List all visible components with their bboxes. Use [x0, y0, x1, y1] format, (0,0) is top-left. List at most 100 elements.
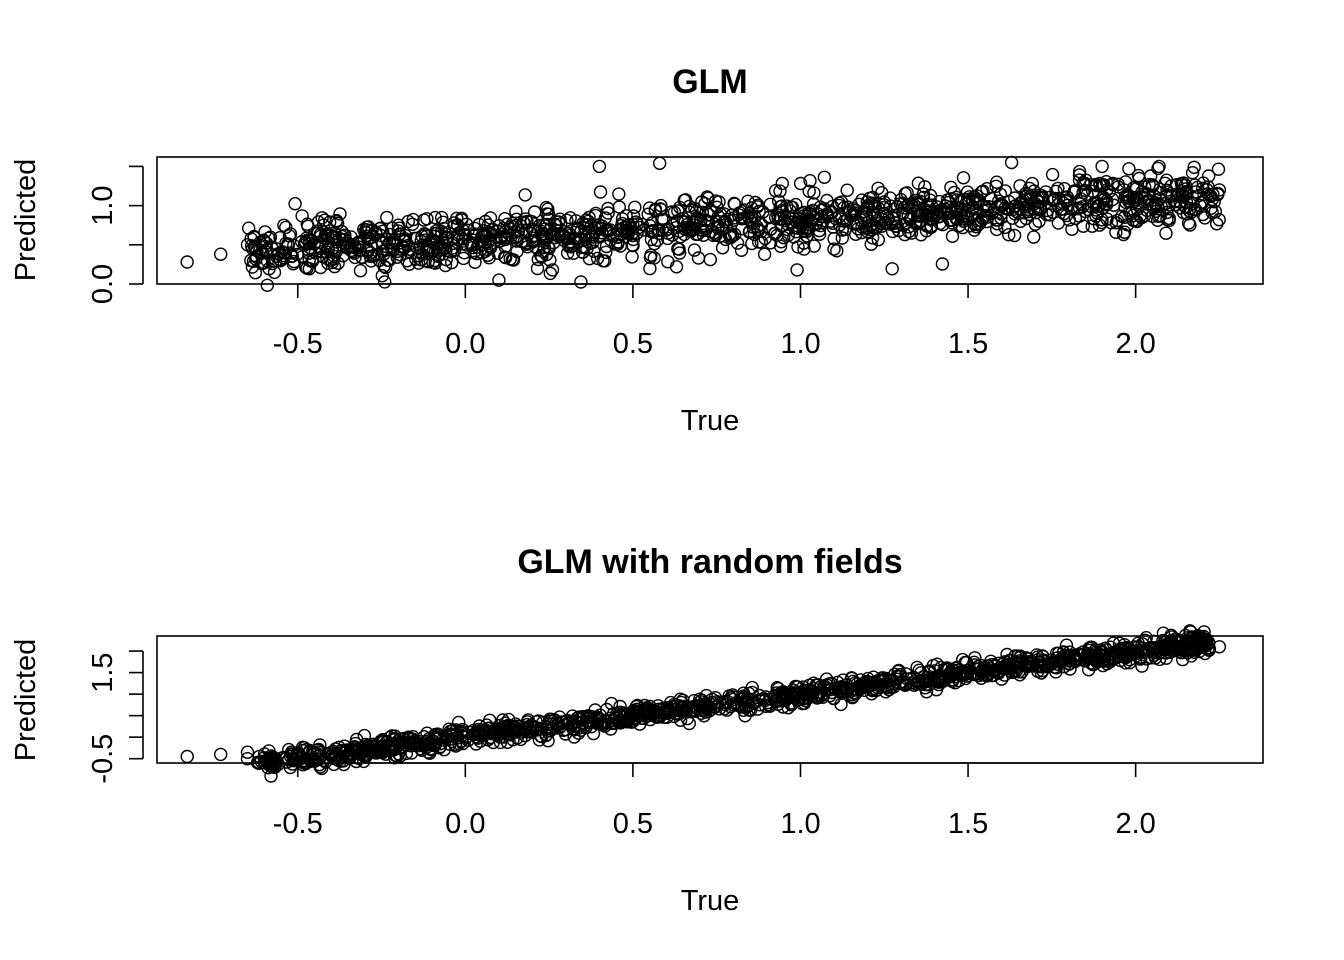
data-point [798, 694, 813, 708]
data-point [642, 201, 657, 215]
data-point [296, 740, 310, 754]
data-point [566, 716, 580, 731]
data-point [788, 679, 803, 694]
data-point [1005, 211, 1020, 225]
data-point [610, 230, 624, 244]
data-point [700, 701, 714, 715]
data-point [793, 176, 808, 191]
data-point [545, 712, 559, 727]
data-point [958, 665, 972, 679]
data-point [320, 245, 334, 259]
data-point [447, 232, 461, 246]
data-point [213, 747, 228, 762]
x-tick-label: 0.0 [445, 328, 485, 360]
data-point [1080, 649, 1094, 663]
data-point [877, 673, 892, 687]
data-point [1046, 205, 1060, 219]
data-point [959, 655, 974, 670]
data-point [502, 712, 516, 727]
data-point [962, 190, 977, 204]
data-point [592, 228, 607, 243]
data-point [428, 226, 442, 241]
data-point [643, 250, 658, 265]
data-point [1161, 637, 1175, 651]
data-point [1168, 634, 1183, 648]
data-point [307, 746, 322, 760]
data-point [1032, 195, 1046, 209]
data-point [871, 232, 885, 247]
data-point [981, 202, 995, 217]
data-point [300, 233, 315, 247]
data-point [815, 690, 830, 704]
data-point [954, 668, 969, 683]
data-point [257, 234, 271, 248]
data-point [1049, 184, 1063, 199]
data-point [421, 255, 435, 269]
data-point [909, 216, 923, 231]
data-point [661, 222, 675, 236]
data-point [541, 202, 555, 216]
data-point [421, 245, 435, 260]
data-point [1008, 649, 1022, 663]
data-point [1030, 194, 1044, 208]
data-point [419, 229, 433, 244]
data-point [990, 175, 1004, 189]
data-point [885, 262, 899, 276]
data-point [1191, 189, 1206, 203]
data-point [502, 728, 517, 742]
data-point [893, 669, 907, 684]
data-point [751, 198, 765, 212]
data-point [402, 257, 416, 271]
y-tick-label: 1.5 [87, 652, 119, 692]
data-point [451, 219, 465, 233]
panel-glm: GLM -0.5 0.0 0.5 1.0 1.5 2.0 0.0 1.0 True Pred… [10, 63, 1264, 437]
data-point [790, 263, 804, 277]
data-point [1072, 168, 1087, 182]
data-point [938, 199, 953, 213]
data-point [881, 211, 896, 226]
data-point [463, 235, 478, 250]
data-point [592, 159, 607, 174]
y-axis-label: Predicted [10, 639, 42, 762]
data-point [919, 224, 934, 238]
data-point [672, 246, 687, 260]
data-point [775, 199, 789, 213]
data-point [820, 193, 834, 208]
data-point [968, 651, 982, 665]
data-point [240, 238, 255, 252]
data-point [386, 236, 400, 250]
data-point [1059, 208, 1074, 223]
data-point [1195, 631, 1210, 645]
data-point [1077, 647, 1092, 661]
data-point [650, 233, 665, 248]
y-axis: -0.5 1.5 [87, 650, 144, 784]
data-point [775, 694, 789, 708]
data-point [910, 660, 924, 675]
data-point [1137, 208, 1152, 223]
data-point [625, 250, 639, 264]
data-point [795, 696, 810, 711]
data-point [682, 205, 697, 219]
data-point [1185, 637, 1200, 652]
data-point [542, 212, 556, 226]
data-point [1007, 664, 1021, 679]
data-point [661, 226, 675, 240]
data-point [264, 759, 278, 774]
data-point [257, 256, 271, 270]
x-tick-label: 0.5 [613, 328, 653, 360]
data-point [614, 716, 628, 730]
data-point [703, 252, 717, 267]
data-point [405, 217, 420, 232]
data-point [260, 242, 274, 257]
data-point [435, 210, 449, 225]
data-point [277, 218, 291, 233]
data-point [710, 200, 724, 215]
data-point [516, 215, 531, 229]
data-point [670, 214, 684, 228]
data-point [353, 264, 368, 278]
data-point [807, 239, 821, 253]
data-point [392, 737, 407, 752]
data-point [819, 672, 834, 686]
data-point [327, 259, 342, 274]
y-tick-label: 0.0 [87, 264, 119, 304]
